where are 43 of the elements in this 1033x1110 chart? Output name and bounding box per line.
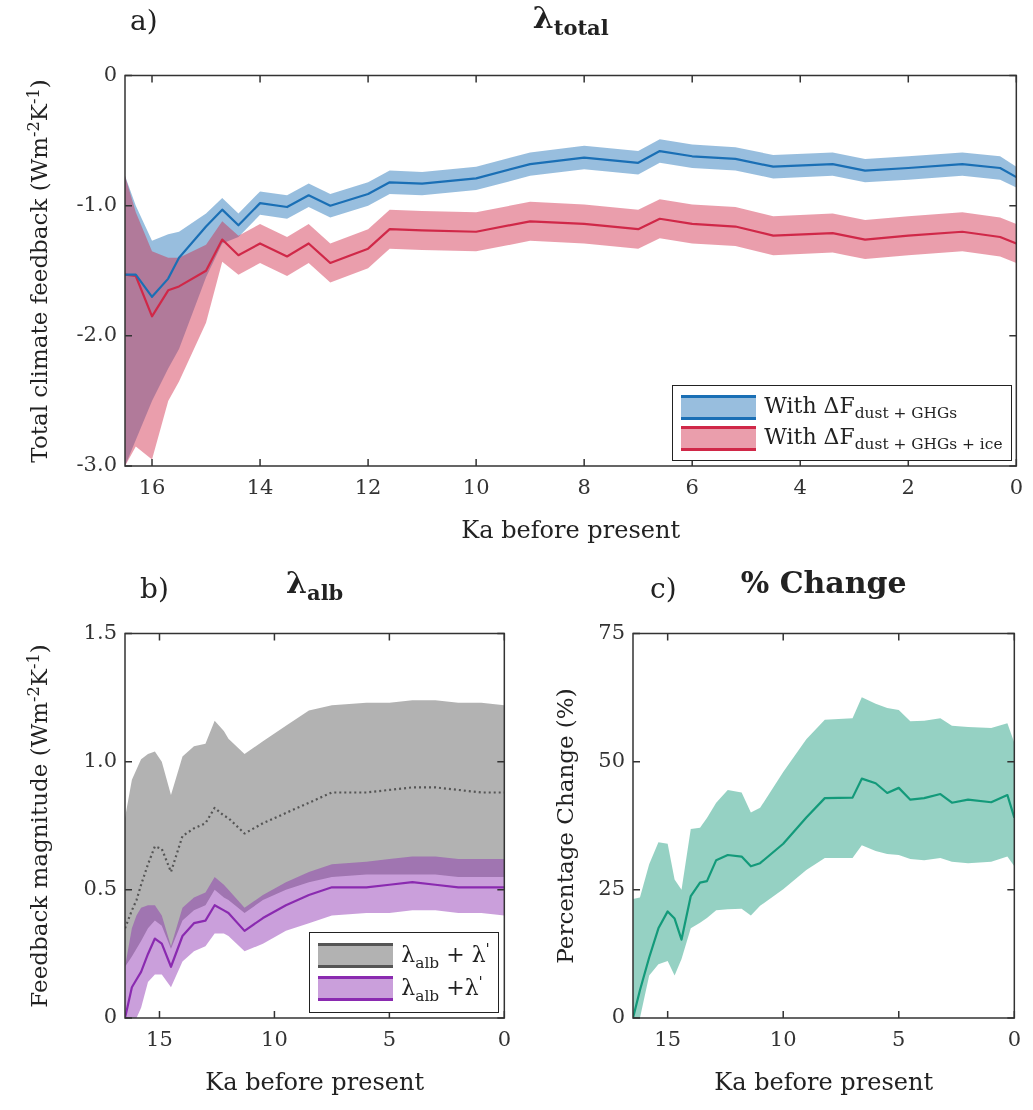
chart-title: λ$_{alb}$: [285, 565, 344, 605]
x-tick-label: 4: [793, 475, 807, 500]
chart-title: % Change: [740, 565, 907, 600]
y-tick-label: 50: [598, 748, 625, 773]
y-tick-label: 1.5: [83, 620, 117, 645]
x-tick-label: 0: [497, 1027, 512, 1052]
y-tick-label: 1.0: [83, 748, 117, 773]
x-tick-label: 8: [577, 475, 591, 500]
x-tick-label: 0: [1009, 475, 1024, 500]
y-tick-label: 0.5: [83, 876, 117, 901]
x-tick-label: 12: [354, 475, 382, 500]
x-axis-title: Ka before present: [714, 1068, 934, 1096]
y-tick-label: 0: [611, 1004, 625, 1029]
x-tick-label: 15: [146, 1027, 173, 1052]
legend-label: With ΔF$_{dust + GHGs + ice}$: [764, 423, 1003, 453]
chart-title: λ$_{total}$: [532, 0, 609, 40]
x-tick-label: 10: [769, 1027, 797, 1052]
legend-label: With ΔF$_{dust + GHGs}$: [764, 393, 958, 423]
x-tick-label: 2: [901, 475, 915, 500]
text: c): [650, 572, 677, 605]
x-axis-title: Ka before present: [461, 516, 681, 544]
x-axis-title: Ka before present: [205, 1068, 425, 1096]
legend-label: λ$_{alb}$ + λ$^{'}$: [401, 940, 490, 972]
x-tick-label: 10: [462, 475, 490, 500]
x-tick-label: 14: [246, 475, 274, 500]
y-tick-label: -2.0: [76, 322, 117, 347]
x-tick-label: 5: [892, 1027, 906, 1052]
y-tick-label: -3.0: [76, 452, 117, 477]
y-tick-label: 25: [598, 876, 625, 901]
x-tick-label: 0: [1007, 1027, 1022, 1052]
y-tick-label: 0: [103, 1004, 117, 1029]
y-tick-label: 0: [103, 62, 117, 87]
x-tick-label: 6: [685, 475, 699, 500]
legend-label: λ$_{alb}$ +λ$^{'}$: [401, 972, 483, 1005]
y-tick-label: -1.0: [76, 192, 117, 217]
x-tick-label: 5: [382, 1027, 397, 1052]
text: b): [140, 572, 169, 605]
x-tick-label: 16: [138, 475, 166, 500]
y-axis-title: Percentage Change (%): [552, 688, 578, 964]
x-tick-label: 10: [261, 1027, 288, 1052]
x-tick-label: 15: [654, 1027, 682, 1052]
text: a): [130, 4, 158, 37]
y-tick-label: 75: [598, 620, 625, 645]
